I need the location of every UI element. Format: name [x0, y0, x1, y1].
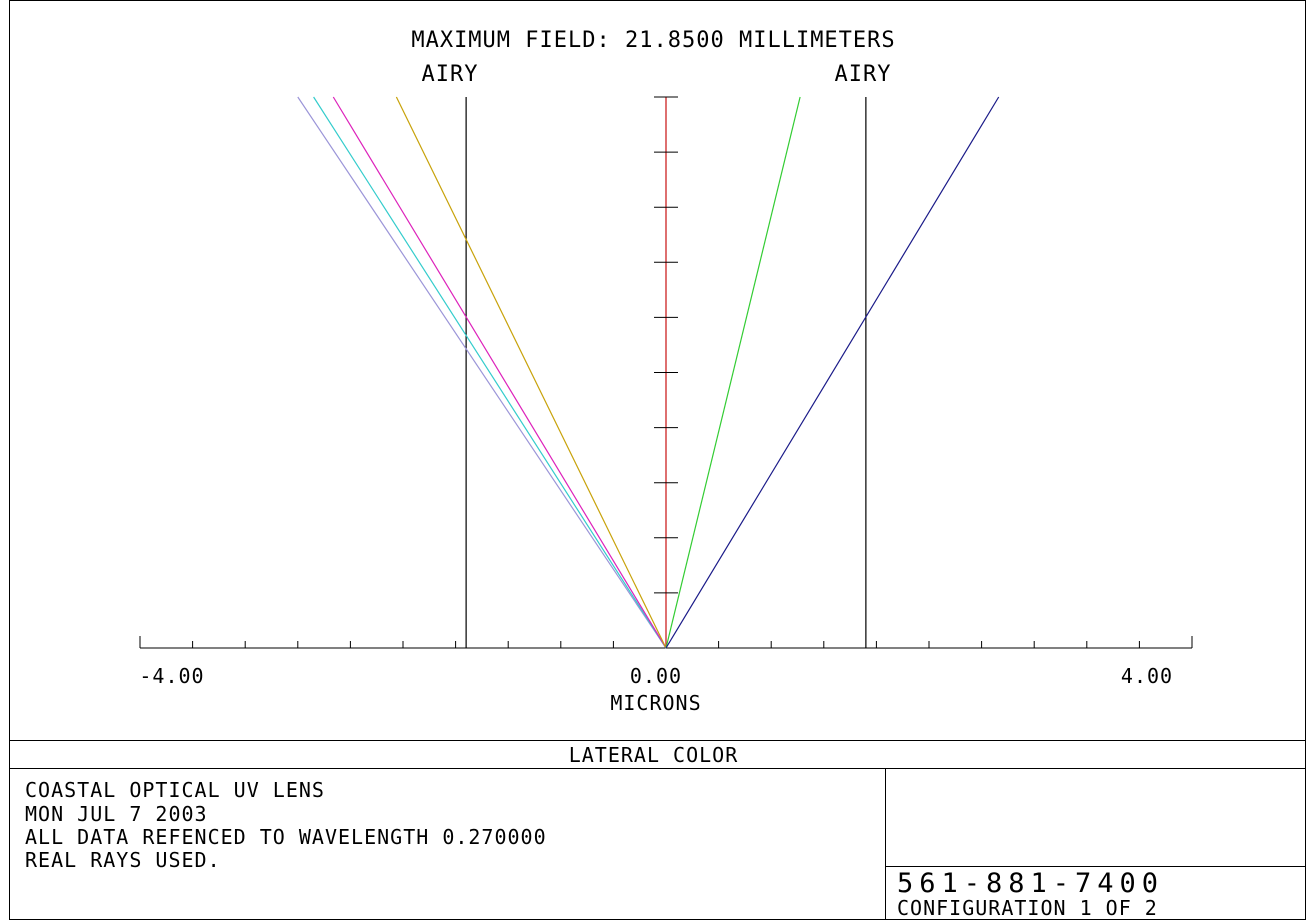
series-line-4: [395, 96, 667, 649]
plot-date: MON JUL 7 2003: [25, 802, 208, 826]
chart-title: MAXIMUM FIELD: 21.8500 MILLIMETERS: [411, 28, 896, 53]
reference-wavelength: ALL DATA REFENCED TO WAVELENGTH 0.270000: [25, 825, 547, 849]
series-line-5: [665, 96, 801, 649]
x-tick-label-max: 4.00: [1120, 664, 1174, 688]
series-line-3: [332, 96, 667, 649]
airy-left-label: AIRY: [421, 62, 479, 87]
rays-note: REAL RAYS USED.: [25, 848, 221, 872]
plot-area: [139, 96, 1193, 649]
airy-right-label: AIRY: [834, 62, 892, 87]
x-axis-label: MICRONS: [610, 691, 702, 715]
x-tick-label-zero: 0.00: [629, 664, 683, 688]
x-tick-label-min: -4.00: [139, 664, 205, 688]
configuration-label: CONFIGURATION 1 OF 2: [897, 896, 1158, 920]
series-line-1: [297, 96, 667, 649]
lens-name: COASTAL OPTICAL UV LENS: [25, 778, 325, 802]
phone-number: 561-881-7400: [897, 868, 1165, 899]
series-line-6: [665, 96, 1000, 649]
series-line-2: [313, 96, 667, 649]
plot-type-title: LATERAL COLOR: [568, 743, 739, 767]
